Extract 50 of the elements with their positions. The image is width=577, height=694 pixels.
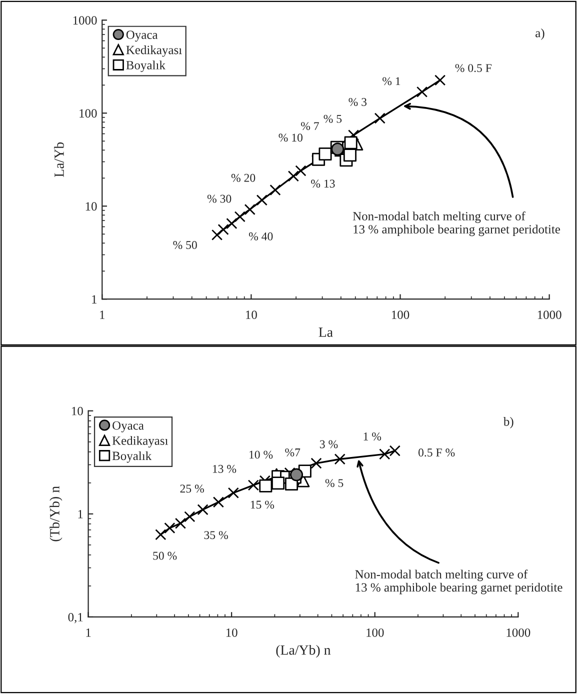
x-tick-label: 1000	[538, 310, 562, 320]
annotation: % 0.5 F	[455, 64, 492, 72]
annotation: % 5	[324, 114, 342, 123]
annotation: 1 %	[364, 432, 382, 440]
annotation: % 13	[311, 180, 335, 188]
legend-label: Boyalık	[112, 451, 152, 463]
y-axis-title: La/Yb	[54, 142, 64, 177]
annotation: Non-modal batch melting curve of 13 % amphibole bearing garnet peridotite	[355, 570, 562, 594]
legend-label: Boyalık	[126, 60, 166, 72]
annotation: % 7	[301, 122, 319, 130]
y-axis-title: (Tb/Yb) n	[50, 486, 62, 542]
annotation: % 40	[248, 232, 273, 240]
annotation: 35 %	[204, 531, 228, 540]
legend-label: Kedikayası	[126, 45, 182, 57]
y-tick-label: 0,1	[68, 612, 83, 624]
y-tick-label: 1	[78, 510, 83, 518]
annotation: % 1	[382, 77, 400, 86]
annotation: 50 %	[153, 552, 177, 560]
x-tick-label: 100	[366, 628, 384, 637]
x-axis-title: (La/Yb) n	[276, 644, 331, 658]
annotation: % 30	[207, 194, 232, 203]
y-tick-label: 1000	[73, 16, 97, 25]
y-tick-label: 10	[72, 406, 83, 416]
y-tick-label: 1	[92, 295, 97, 304]
annotation: %7	[285, 448, 300, 456]
annotation: % 50	[173, 241, 197, 250]
annotation: 25 %	[180, 484, 204, 493]
x-axis-title: La	[318, 328, 333, 337]
annotation: % 5	[325, 479, 344, 488]
annotation: % 3	[348, 98, 367, 106]
annotation: a)	[536, 28, 544, 40]
x-tick-label: 1000	[506, 628, 530, 637]
annotation: 3 %	[320, 440, 338, 448]
x-tick-label: 100	[392, 310, 410, 320]
x-tick-label: 10	[226, 628, 238, 637]
annotation: 0.5 F %	[418, 448, 455, 457]
annotation: % 20	[231, 174, 256, 182]
x-tick-label: 10	[246, 310, 257, 320]
annotation: 10 %	[250, 450, 273, 459]
annotation: 15 %	[250, 500, 274, 509]
annotation: 13 %	[212, 464, 236, 473]
annotation: b)	[503, 417, 514, 428]
annotation: % 10	[278, 134, 302, 142]
y-tick-label: 10	[86, 202, 97, 211]
y-tick-label: 100	[80, 109, 97, 118]
x-tick-label: 1	[100, 310, 105, 319]
legend-label: Kedikayası	[112, 436, 168, 448]
annotation: Non-modal batch melting curve of 13 % amphibole bearing garnet peridotite	[352, 211, 560, 236]
legend-label: Oyaca	[126, 30, 158, 42]
legend-label: Oyaca	[112, 421, 144, 432]
